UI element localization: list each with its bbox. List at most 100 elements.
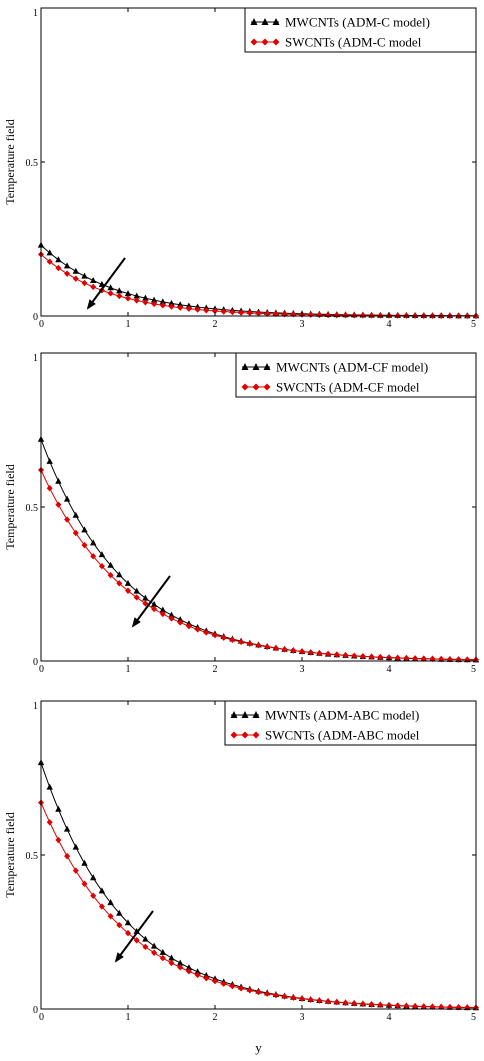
data-point xyxy=(72,843,79,850)
legend-marker xyxy=(272,38,280,46)
data-point xyxy=(46,249,53,256)
data-point xyxy=(63,495,71,502)
legend-marker xyxy=(241,711,249,718)
series-1-line xyxy=(40,439,477,661)
legend-label: SWCNTs (ADM-CF model xyxy=(276,380,420,395)
data-point xyxy=(116,292,123,300)
data-point xyxy=(168,611,175,618)
data-point xyxy=(177,964,184,971)
legend: MWCNTs (ADM-CF model) SWCNTs (ADM-CF mode… xyxy=(235,352,477,398)
data-point xyxy=(307,649,314,656)
data-point xyxy=(272,644,279,652)
data-point xyxy=(116,921,123,929)
data-point xyxy=(168,615,175,622)
data-point xyxy=(46,485,53,492)
data-point xyxy=(412,655,419,662)
x-tick-label: 3 xyxy=(300,664,305,675)
data-point xyxy=(55,264,62,272)
legend: MWNTs (ADM-ABC model) SWCNTs (ADM-ABC mod… xyxy=(224,700,477,746)
x-tick-label: 5 xyxy=(471,664,476,675)
data-point xyxy=(255,310,262,317)
data-point xyxy=(264,990,271,997)
data-point xyxy=(151,300,158,308)
legend-label: MWNTs (ADM-ABC model) xyxy=(265,708,419,723)
legend-marker xyxy=(250,18,258,25)
data-point xyxy=(229,308,236,316)
data-point xyxy=(307,311,314,318)
x-tick-label: 2 xyxy=(213,319,218,330)
data-point xyxy=(255,988,262,996)
data-point xyxy=(55,501,62,508)
legend-box xyxy=(244,7,477,53)
legend-marker xyxy=(241,731,249,739)
data-point xyxy=(342,999,349,1006)
x-axis-label: y xyxy=(255,1040,262,1055)
data-point xyxy=(272,991,279,999)
legend-label: SWCNTs (ADM-ABC model xyxy=(265,728,420,743)
data-point xyxy=(116,571,123,578)
data-point xyxy=(63,825,71,832)
arrow-annotation xyxy=(86,257,126,310)
x-tick-label: 4 xyxy=(387,664,392,675)
data-point xyxy=(351,1000,358,1007)
data-point xyxy=(46,258,53,265)
legend-marker xyxy=(241,363,249,370)
data-point xyxy=(142,943,149,951)
data-point xyxy=(81,279,88,287)
data-point xyxy=(403,1002,410,1010)
data-point xyxy=(325,311,332,319)
y-tick-label: 1 xyxy=(33,701,38,712)
data-point xyxy=(325,998,332,1005)
data-point xyxy=(333,998,340,1006)
data-point xyxy=(116,580,123,587)
data-point xyxy=(159,948,166,955)
series-1-group xyxy=(37,241,480,319)
data-point xyxy=(72,867,79,874)
series-1-group xyxy=(37,435,480,663)
data-point xyxy=(159,298,166,305)
data-point xyxy=(81,526,88,533)
data-point xyxy=(177,619,184,626)
series-1-line xyxy=(40,762,477,1009)
data-point xyxy=(412,1003,419,1010)
data-point xyxy=(133,594,140,601)
data-point xyxy=(429,1003,436,1010)
data-point xyxy=(177,959,184,966)
data-point xyxy=(212,977,218,985)
data-point xyxy=(116,287,123,294)
series-1-line xyxy=(40,244,476,317)
data-point xyxy=(238,985,245,992)
data-point xyxy=(90,276,97,283)
x-tick-label: 5 xyxy=(471,1012,476,1023)
data-point xyxy=(455,1004,462,1011)
data-point xyxy=(438,1003,445,1011)
data-point xyxy=(159,606,166,613)
data-point xyxy=(125,587,131,594)
x-tick-label: 0 xyxy=(39,319,44,330)
legend-marker xyxy=(263,383,271,391)
data-point xyxy=(377,1001,384,1009)
legend: MWCNTs (ADM-C model) SWCNTs (ADM-C model xyxy=(244,7,477,53)
data-point xyxy=(220,634,227,641)
x-tick-label: 1 xyxy=(126,319,131,330)
data-point xyxy=(64,516,71,523)
x-tick-label: 1 xyxy=(126,1012,131,1023)
data-point xyxy=(359,1000,366,1008)
data-point xyxy=(272,310,279,318)
legend-label: SWCNTs (ADM-C model xyxy=(285,35,422,50)
data-point xyxy=(342,312,349,319)
data-point xyxy=(194,968,201,975)
data-point xyxy=(81,859,88,866)
data-point xyxy=(238,309,245,316)
y-tick-label: 0 xyxy=(33,657,38,668)
data-point xyxy=(194,971,201,979)
legend-marker xyxy=(252,711,260,718)
data-point xyxy=(394,1002,401,1009)
data-point xyxy=(55,836,62,844)
data-point xyxy=(133,587,140,594)
data-point xyxy=(351,652,358,659)
data-point xyxy=(281,646,288,653)
data-point xyxy=(255,642,262,649)
data-point xyxy=(229,636,236,644)
legend-label: MWCNTs (ADM-C model) xyxy=(285,15,430,30)
